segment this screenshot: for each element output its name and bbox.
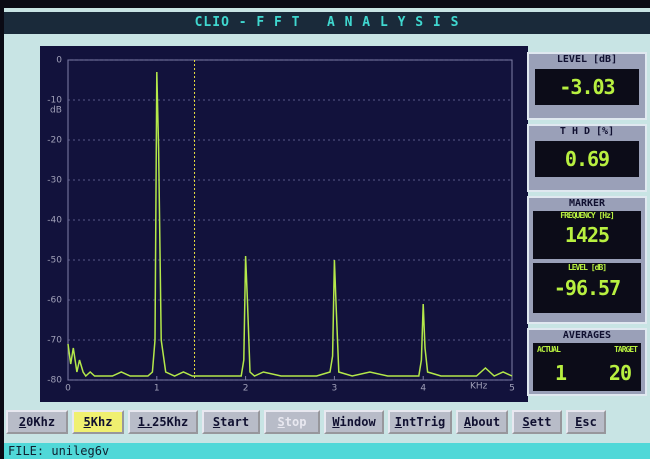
level-panel: LEVEL [dB] -3.03 [527,52,647,120]
status-bar: FILE: unileg6v [4,443,650,459]
marker-panel: MARKER FREQUENCY [Hz] 1425 LEVEL [dB] -9… [527,196,647,324]
y-tick-label: 0 [56,56,62,66]
toolbar-button[interactable]: Stop [264,410,320,434]
y-tick-label: -10 [47,96,62,106]
x-tick-label: 2 [243,384,249,394]
target-label: TARGET [614,345,637,354]
panel-title: LEVEL [dB] [529,54,645,65]
y-tick-label: -80 [47,376,62,386]
level-value: -3.03 [535,69,639,105]
actual-label: ACTUAL [537,345,560,354]
marker-freq-box: FREQUENCY [Hz] 1425 [533,211,641,259]
x-tick-label: 4 [420,384,426,394]
toolbar-button[interactable]: IntTrig [388,410,452,434]
y-tick-label: -20 [47,136,62,146]
averages-panel: AVERAGES ACTUAL TARGET 1 20 [527,328,647,396]
plot-panel [40,46,528,402]
level-label: LEVEL [dB] [533,263,641,272]
toolbar-button[interactable]: 5Khz [72,410,124,434]
x-axis-label: KHz [470,382,488,392]
page: CLIO - F F T A N A L Y S I S dB KHz 0-10… [0,0,650,459]
thd-value: 0.69 [535,141,639,177]
freq-label: FREQUENCY [Hz] [533,211,641,220]
y-tick-label: -70 [47,336,62,346]
marker-level-box: LEVEL [dB] -96.57 [533,263,641,313]
panel-title: AVERAGES [529,330,645,341]
marker-freq: 1425 [533,220,641,250]
y-tick-label: -60 [47,296,62,306]
y-tick-label: -40 [47,216,62,226]
toolbar-button[interactable]: Window [324,410,384,434]
toolbar-button[interactable]: Start [202,410,260,434]
thd-panel: T H D [%] 0.69 [527,124,647,192]
panel-title: T H D [%] [529,126,645,137]
x-tick-label: 3 [332,384,338,394]
toolbar-button[interactable]: 20Khz [6,410,68,434]
panel-title: MARKER [529,198,645,209]
toolbar-button[interactable]: Sett [512,410,562,434]
averages-box: ACTUAL TARGET 1 20 [533,343,641,391]
x-tick-label: 5 [509,384,515,394]
y-tick-label: -50 [47,256,62,266]
target-value: 20 [609,361,631,385]
x-tick-label: 1 [154,384,160,394]
y-tick-label: -30 [47,176,62,186]
toolbar-button[interactable]: 1.25Khz [128,410,198,434]
x-tick-label: 0 [65,384,71,394]
toolbar-button[interactable]: Esc [566,410,606,434]
marker-level: -96.57 [533,272,641,304]
actual-value: 1 [555,361,566,385]
y-axis-label: dB [50,106,62,116]
toolbar-button[interactable]: About [456,410,508,434]
